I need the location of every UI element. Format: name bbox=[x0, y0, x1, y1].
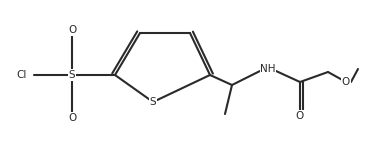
Text: O: O bbox=[342, 77, 350, 87]
Text: O: O bbox=[296, 111, 304, 121]
Text: O: O bbox=[68, 113, 76, 123]
Text: Cl: Cl bbox=[17, 70, 27, 80]
Text: S: S bbox=[150, 97, 156, 107]
Text: O: O bbox=[68, 25, 76, 35]
Text: NH: NH bbox=[260, 64, 276, 74]
Text: S: S bbox=[69, 70, 75, 80]
